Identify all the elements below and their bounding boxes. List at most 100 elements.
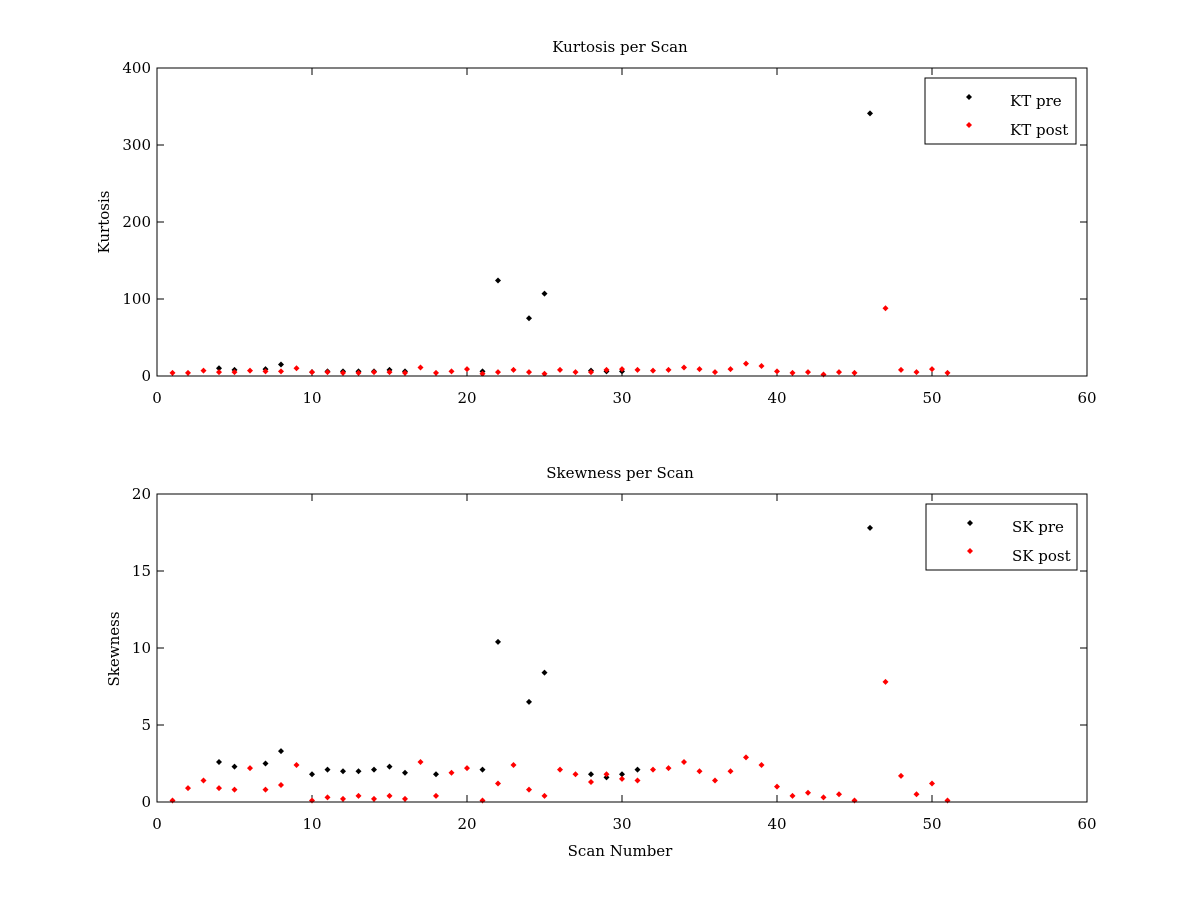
- kurtosis-post-point: [526, 369, 532, 376]
- skewness-post-point: [169, 797, 176, 804]
- skewness-pre-point: [324, 766, 331, 773]
- kurtosis-x-tick-label: 60: [1077, 389, 1096, 407]
- skewness-post-point: [324, 794, 331, 801]
- kurtosis-legend-label-post: KT post: [1010, 121, 1068, 139]
- kurtosis-pre-point: [867, 110, 873, 117]
- skewness-x-tick-label: 50: [922, 815, 941, 833]
- kurtosis-x-tick-label: 10: [302, 389, 321, 407]
- kurtosis-y-tick-label: 200: [122, 213, 151, 231]
- skewness-post-point: [293, 762, 300, 769]
- kurtosis-x-tick-label: 20: [457, 389, 476, 407]
- kurtosis-post-point: [340, 369, 346, 376]
- kurtosis-pre-point: [495, 277, 501, 284]
- skewness-pre-point: [309, 771, 315, 778]
- skewness-pre-point: [402, 769, 408, 776]
- kurtosis-post-point: [479, 370, 486, 377]
- kurtosis-post-point: [247, 367, 253, 374]
- skewness-pre-point: [479, 766, 486, 773]
- skewness-legend-box: [925, 503, 1078, 571]
- skewness-post-point: [371, 795, 377, 802]
- kurtosis-y-tick-label: 300: [122, 136, 151, 154]
- skewness-pre-point: [386, 763, 393, 770]
- skewness-x-tick-label: 40: [767, 815, 786, 833]
- skewness-chart-title: Skewness per Scan: [546, 464, 694, 482]
- kurtosis-points: [169, 110, 951, 378]
- skewness-x-axis-label: Scan Number: [568, 842, 674, 860]
- skewness-pre-point: [278, 748, 284, 755]
- skewness-post-point: [386, 792, 393, 799]
- skewness-y-tick-label: 20: [132, 485, 151, 503]
- kurtosis-post-point: [836, 369, 842, 376]
- kurtosis-legend-marker-post: [966, 122, 972, 128]
- skewness-post-point: [712, 777, 718, 784]
- skewness-post-point: [247, 765, 253, 772]
- skewness-post-point: [510, 762, 517, 769]
- kurtosis-post-point: [402, 369, 408, 376]
- skewness-post-point: [836, 791, 842, 798]
- skewness-post-point: [944, 797, 951, 804]
- skewness-post-point: [898, 772, 904, 779]
- kurtosis-pre-point: [541, 290, 548, 297]
- skewness-post-point: [619, 775, 625, 782]
- kurtosis-post-point: [743, 360, 749, 367]
- skewness-post-point: [572, 771, 579, 778]
- kurtosis-post-point: [572, 369, 579, 376]
- skewness-pre-point: [541, 669, 548, 676]
- skewness-legend-marker-pre: [967, 520, 973, 526]
- kurtosis-post-point: [588, 369, 594, 376]
- skewness-post-point: [464, 765, 470, 772]
- skewness-post-point: [541, 792, 548, 799]
- kurtosis-post-point: [495, 369, 501, 376]
- skewness-axes-box: [156, 493, 1088, 803]
- skewness-legend: SK pre SK post: [925, 503, 1078, 571]
- skewness-y-tick-label: 10: [132, 639, 151, 657]
- skewness-post-point: [681, 758, 687, 765]
- skewness-post-point: [200, 777, 207, 784]
- kurtosis-y-axis-label: Kurtosis: [95, 191, 113, 254]
- skewness-pre-point: [603, 774, 610, 781]
- skewness-points: [169, 524, 951, 804]
- kurtosis-y-tick-label: 0: [141, 367, 151, 385]
- kurtosis-x-tick-label: 30: [612, 389, 631, 407]
- skewness-post-point: [727, 768, 734, 775]
- skewness-post-point: [309, 797, 315, 804]
- kurtosis-post-point: [433, 369, 439, 376]
- skewness-post-point: [805, 789, 811, 796]
- skewness-post-point: [495, 780, 501, 787]
- skewness-pre-point: [231, 763, 238, 770]
- kurtosis-post-point: [371, 369, 377, 376]
- skewness-pre-point: [619, 771, 625, 778]
- kurtosis-y-tick-label: 400: [122, 59, 151, 77]
- kurtosis-post-point: [541, 370, 548, 377]
- skewness-post-point: [231, 786, 238, 793]
- skewness-post-point: [526, 786, 532, 793]
- skewness-post-point: [588, 778, 594, 785]
- skewness-post-point: [758, 762, 765, 769]
- kurtosis-x-tick-label: 50: [922, 389, 941, 407]
- skewness-post-point: [743, 754, 749, 761]
- skewness-x-tick-label: 30: [612, 815, 631, 833]
- skewness-post-point: [448, 769, 455, 776]
- skewness-post-point: [603, 771, 610, 778]
- skewness-post-point: [665, 765, 672, 772]
- kurtosis-post-point: [696, 366, 703, 373]
- skewness-pre-point: [526, 698, 532, 705]
- skewness-post-point: [185, 785, 191, 792]
- skewness-post-point: [433, 792, 439, 799]
- skewness-post-point: [820, 794, 827, 801]
- skewness-post-point: [278, 782, 284, 789]
- skewness-post-point: [634, 777, 641, 784]
- kurtosis-post-point: [913, 369, 920, 376]
- skewness-legend-label-pre: SK pre: [1012, 518, 1064, 536]
- kurtosis-chart: Kurtosis per Scan Kurtosis 0 10 20 30 40 50 60…: [95, 38, 1097, 407]
- skewness-post-point: [929, 780, 935, 787]
- kurtosis-x-tick-label: 0: [152, 389, 162, 407]
- skewness-post-point: [789, 792, 796, 799]
- skewness-pre-point: [433, 771, 439, 778]
- kurtosis-post-point: [169, 369, 176, 376]
- kurtosis-post-point: [324, 369, 331, 376]
- skewness-x-tick-label: 0: [152, 815, 162, 833]
- skewness-pre-point: [867, 524, 873, 531]
- skewness-pre-point: [262, 760, 269, 767]
